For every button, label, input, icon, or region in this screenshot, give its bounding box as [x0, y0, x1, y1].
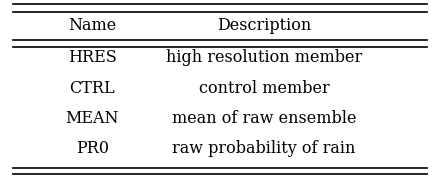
Text: PR0: PR0: [76, 140, 109, 157]
Text: HRES: HRES: [68, 49, 117, 66]
Text: Description: Description: [217, 17, 311, 34]
Text: control member: control member: [198, 80, 330, 97]
Text: CTRL: CTRL: [70, 80, 115, 97]
Text: MEAN: MEAN: [66, 110, 119, 127]
Text: Name: Name: [68, 17, 117, 34]
Text: high resolution member: high resolution member: [166, 49, 362, 66]
Text: raw probability of rain: raw probability of rain: [172, 140, 356, 157]
Text: mean of raw ensemble: mean of raw ensemble: [172, 110, 356, 127]
